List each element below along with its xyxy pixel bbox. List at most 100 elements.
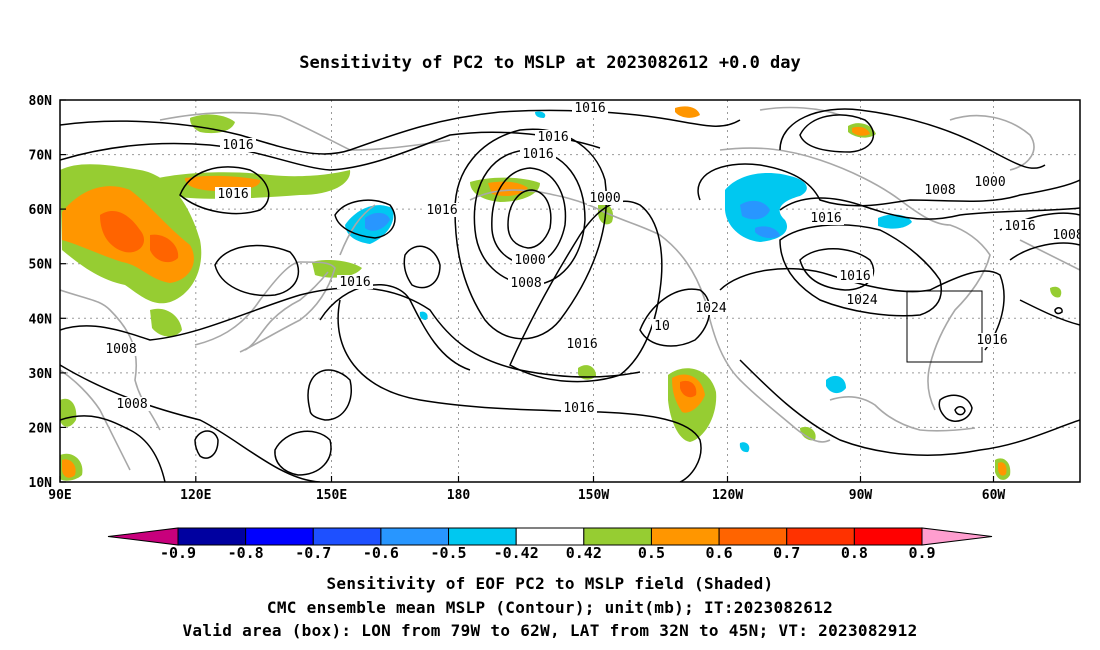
shade-asia-red2: [150, 234, 179, 263]
contour-label: 1016: [537, 130, 568, 145]
contour-label-bg: [512, 253, 548, 267]
caption-contour: CMC ensemble mean MSLP (Contour); unit(m…: [266, 598, 834, 617]
lon-label: 120E: [180, 488, 211, 503]
lat-label: 60N: [29, 203, 53, 218]
shade-ne-green: [1050, 286, 1062, 298]
colorbar-label: -0.7: [295, 544, 331, 562]
lon-label: 150W: [578, 488, 609, 503]
caption-valid-area: Valid area (box): LON from 79W to 62W, L…: [182, 621, 918, 640]
lat-label: 40N: [29, 312, 53, 327]
contour-label-bg: [114, 397, 150, 411]
contour-label-bg: [844, 293, 880, 307]
lon-label: 120W: [712, 488, 743, 503]
coastlines: [60, 106, 1080, 471]
contour-label: 1016: [976, 333, 1007, 348]
contour-label-bg: [587, 191, 623, 205]
colorbar-swatch: [245, 527, 314, 546]
contour-label-bg: [520, 147, 556, 161]
shade-caribbean-green: [800, 426, 816, 441]
contour-label-bg: [337, 275, 373, 289]
contour-label: 1008: [105, 342, 136, 357]
colorbar-high-arrow: [921, 527, 993, 546]
shade-canada-blue2: [755, 226, 780, 239]
contour-label: 1016: [566, 337, 597, 352]
map-title: Sensitivity of PC2 to MSLP at 2023082612…: [299, 53, 801, 73]
contour-label-bg: [837, 269, 873, 283]
contour-label-bg: [1050, 228, 1080, 242]
contour-label-bg: [103, 342, 139, 356]
shade-hudson-lightblue: [878, 214, 912, 229]
mslp-contours: [60, 108, 1080, 482]
contour-label: 1016: [810, 211, 841, 226]
sensitivity-shading: [60, 106, 1062, 481]
contour-label: 1016: [522, 147, 553, 162]
shade-arctic-lightblue: [535, 111, 546, 118]
shade-mexico-red: [680, 380, 697, 398]
lon-label: 90E: [48, 488, 71, 503]
contour-label-layer: 1016 1016 1008 1008 1016 1016 1000 1008 1016 1016…: [103, 101, 1083, 416]
contour-label: 1008: [924, 183, 955, 198]
shade-hawaii-green: [578, 365, 596, 380]
shade-canada-blue: [740, 200, 770, 220]
colorbar-swatch: [583, 527, 652, 546]
contour-label: 1008: [510, 276, 541, 291]
contour-label: 1024: [695, 301, 726, 316]
colorbar-swatch: [380, 527, 450, 546]
contour-label: 1000: [514, 253, 545, 268]
shade-gulf-lightblue: [826, 375, 846, 394]
shade-kamchatka-green: [312, 260, 362, 278]
shade-pacific-lightblue: [739, 442, 750, 453]
contour-label-bg: [1002, 219, 1038, 233]
lon-label: 150E: [316, 488, 347, 503]
colorbar-swatch: [515, 527, 585, 546]
lat-label: 20N: [29, 421, 53, 436]
shade-arctic-green: [190, 114, 235, 134]
shade-atlantic-orange: [998, 462, 1007, 476]
shade-pacific-lightblue2: [419, 311, 428, 320]
shade-okhotsk-darkblue: [365, 212, 390, 231]
colorbar-label: 0.8: [841, 544, 868, 562]
colorbar-low-arrow: [107, 527, 179, 546]
shade-greenland-orange: [852, 126, 870, 136]
contour-label-bg: [652, 319, 672, 333]
contour-label-bg: [215, 187, 251, 201]
contour-label: 1016: [574, 101, 605, 116]
colorbar-label: -0.6: [363, 544, 399, 562]
contour-label: 1008: [1052, 228, 1083, 243]
lon-label: 60W: [982, 488, 1006, 503]
colorbar-label: -0.9: [160, 544, 196, 562]
colorbar-swatch: [718, 527, 788, 546]
colorbar: -0.9 -0.8 -0.7 -0.6 -0.5 -0.42 0.42 0.5 0.6 0.7 0.…: [107, 527, 993, 562]
lat-label: 70N: [29, 149, 53, 164]
colorbar-swatch: [853, 527, 923, 546]
colorbar-label: 0.42: [566, 544, 602, 562]
lon-label: 90W: [849, 488, 873, 503]
contour-label-bg: [972, 175, 1008, 189]
shade-gulf-alaska-orange: [675, 106, 700, 118]
contour-label-bg: [535, 130, 571, 144]
colorbar-swatch: [312, 527, 382, 546]
caption-shading: Sensitivity of EOF PC2 to MSLP field (Sh…: [326, 574, 774, 593]
valid-area-box: [906, 290, 983, 363]
contour-label: 1000: [589, 191, 620, 206]
colorbar-swatch: [177, 527, 247, 546]
lat-label: 50N: [29, 258, 53, 273]
contour-label: 1016: [222, 138, 253, 153]
colorbar-swatch: [786, 527, 855, 546]
lat-axis: 80N 70N 60N 50N 40N 30N 20N 10N: [29, 94, 66, 491]
shade-china-green: [150, 308, 182, 337]
contour-label-bg: [508, 276, 544, 290]
lat-label: 80N: [29, 94, 53, 109]
contour-label-bg: [693, 301, 729, 315]
contour-label-bg: [564, 337, 600, 351]
contour-label: 1016: [426, 203, 457, 218]
lat-label: 10N: [29, 476, 53, 491]
colorbar-swatch: [448, 527, 517, 546]
contour-label: 1008: [116, 397, 147, 412]
map-panel: 1016 1016 1008 1008 1016 1016 1000 1008 1016 1016…: [29, 94, 1083, 503]
contour-label: 1000: [974, 175, 1005, 190]
colorbar-label: 0.6: [706, 544, 733, 562]
contour-label-bg: [424, 203, 460, 217]
contour-label-bg: [808, 211, 844, 225]
contour-label: 1016: [217, 187, 248, 202]
